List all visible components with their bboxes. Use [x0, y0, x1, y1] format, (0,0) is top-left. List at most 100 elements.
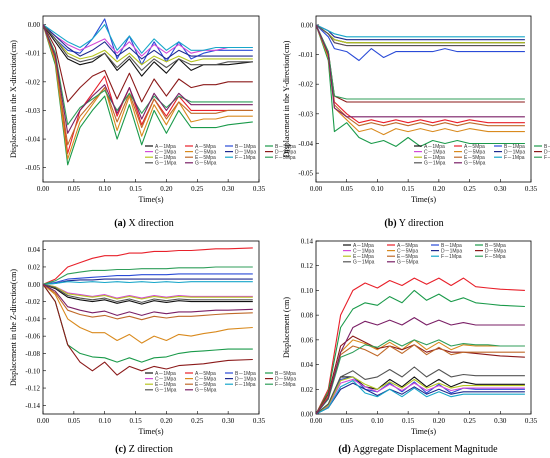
legend-label: A－5Mpa: [195, 144, 216, 150]
series-line: [43, 24, 253, 126]
caption-d: (d) Aggregate Displacement Magnitude: [338, 444, 498, 455]
x-tick-label: 0.00: [37, 417, 50, 425]
legend-label: C－1Mpa: [424, 149, 445, 155]
y-tick-label: -0.01: [25, 50, 40, 58]
y-tick-label: -0.06: [25, 333, 40, 341]
series-line: [316, 24, 525, 103]
legend-label: D－5Mpa: [544, 149, 550, 155]
legend-label: B－1Mpa: [504, 144, 525, 150]
x-tick-label: 0.30: [222, 185, 235, 193]
series-line: [43, 24, 253, 66]
legend-label: F－5Mpa: [544, 155, 550, 161]
legend-label: G－5Mpa: [464, 161, 486, 167]
legend-label: C－1Mpa: [353, 248, 374, 254]
series-line: [316, 366, 525, 414]
panel-z-direction: 0.00 0.05 0.10 0.15 0.20 0.25 0.30 0.35 0.04 0.02…: [9, 240, 296, 436]
plot-frame: [42, 240, 260, 415]
legend-label: A－1Mpa: [424, 144, 445, 150]
y-tick-label: 0.14: [301, 238, 314, 246]
series-line: [316, 317, 525, 414]
y-tick-label: 0.04: [301, 361, 314, 369]
series-line: [316, 382, 525, 414]
x-tick-label: 0.30: [494, 417, 507, 425]
x-tick-label: 0.20: [433, 185, 446, 193]
y-axis-label: Displacement in the X-direction(cm): [9, 40, 18, 158]
x-tick-label: 0.00: [310, 185, 323, 193]
x-tick-label: 0.10: [371, 185, 384, 193]
y-tick-label: 0.00: [301, 411, 314, 419]
legend-label: G－5Mpa: [195, 161, 217, 167]
panel-aggregate-displacement: 0.00 0.05 0.10 0.15 0.20 0.25 0.30 0.35 0.14 0.12…: [282, 238, 538, 437]
legend-label: A－5Mpa: [464, 144, 485, 150]
x-tick-label: 0.35: [525, 185, 538, 193]
y-tick-label: -0.12: [25, 385, 40, 393]
legend-label: A－5Mpa: [195, 371, 216, 377]
series-line: [316, 335, 525, 414]
x-tick-label: 0.15: [402, 185, 415, 193]
y-axis-label: Displacement in the Z-direction(cm): [9, 269, 18, 386]
series-lines: [43, 18, 253, 166]
y-tick-label: -0.05: [298, 170, 313, 178]
series-line: [43, 24, 253, 160]
series-line: [316, 289, 525, 414]
legend-label: D－1Mpa: [235, 149, 256, 155]
y-tick-label: 0.04: [28, 246, 41, 254]
x-tick-label: 0.15: [129, 417, 142, 425]
series-line: [43, 283, 253, 303]
series-lines: [43, 247, 253, 376]
series-line: [316, 344, 525, 414]
caption-a: (a) X direction: [114, 218, 173, 229]
series-line: [43, 266, 253, 285]
legend-label: G－5Mpa: [397, 260, 419, 266]
x-tick-label: 0.35: [525, 417, 538, 425]
series-line: [43, 273, 253, 285]
x-axis-label: Time(s): [411, 427, 436, 436]
legend-label: F－5Mpa: [275, 382, 296, 388]
y-axis-label: Displacement in the Y-direction(cm): [282, 40, 291, 157]
plot-frame: [42, 15, 260, 183]
series-line: [43, 24, 253, 154]
legend-label: B－1Mpa: [235, 144, 256, 150]
legend: A－1Mpa A－5Mpa B－1Mpa B－5Mpa C－1Mpa C－5Mpa D－1M…: [145, 371, 296, 394]
x-tick-label: 0.10: [99, 185, 112, 193]
x-tick-label: 0.05: [68, 417, 81, 425]
x-tick-label: 0.35: [253, 417, 266, 425]
legend-label: E－1Mpa: [155, 382, 176, 388]
x-tick-label: 0.20: [160, 185, 173, 193]
x-tick-label: 0.15: [129, 185, 142, 193]
series-line: [316, 339, 525, 414]
legend-label: D－5Mpa: [275, 149, 296, 155]
series-line: [43, 283, 253, 305]
legend-label: B－5Mpa: [544, 144, 550, 150]
series-line: [316, 24, 525, 124]
series-line: [43, 281, 253, 285]
series-line: [43, 24, 253, 60]
series-lines: [316, 277, 525, 414]
legend-label: E－1Mpa: [424, 155, 445, 161]
series-line: [316, 24, 525, 127]
series-line: [316, 24, 525, 44]
legend-label: F－5Mpa: [485, 254, 506, 260]
panel-x-direction: 0.00 0.05 0.10 0.15 0.20 0.25 0.30 0.35 0.00 -0.0…: [9, 15, 296, 204]
legend-label: C－5Mpa: [195, 376, 216, 382]
y-tick-label: -0.14: [25, 402, 40, 410]
y-tick-label: -0.01: [298, 51, 313, 59]
y-tick-label: -0.03: [25, 107, 40, 115]
legend-label: G－5Mpa: [195, 388, 217, 394]
series-line: [43, 283, 253, 321]
series-line: [43, 18, 253, 66]
y-tick-label: -0.10: [25, 367, 40, 375]
series-line: [43, 24, 253, 166]
x-tick-label: 0.05: [68, 185, 81, 193]
y-tick-label: -0.04: [25, 315, 40, 323]
legend: A－1Mpa A－5Mpa B－1Mpa B－5Mpa C－1Mpa C－5Mpa D－1M…: [343, 243, 506, 266]
x-tick-label: 0.00: [37, 185, 50, 193]
legend-label: F－1Mpa: [235, 382, 256, 388]
series-line: [43, 24, 253, 54]
legend-label: E－5Mpa: [397, 254, 418, 260]
series-line: [316, 24, 525, 100]
x-axis-label: Time(s): [411, 195, 436, 204]
legend-label: F－1Mpa: [504, 155, 525, 161]
legend-label: F－5Mpa: [275, 155, 296, 161]
series-line: [316, 24, 525, 62]
